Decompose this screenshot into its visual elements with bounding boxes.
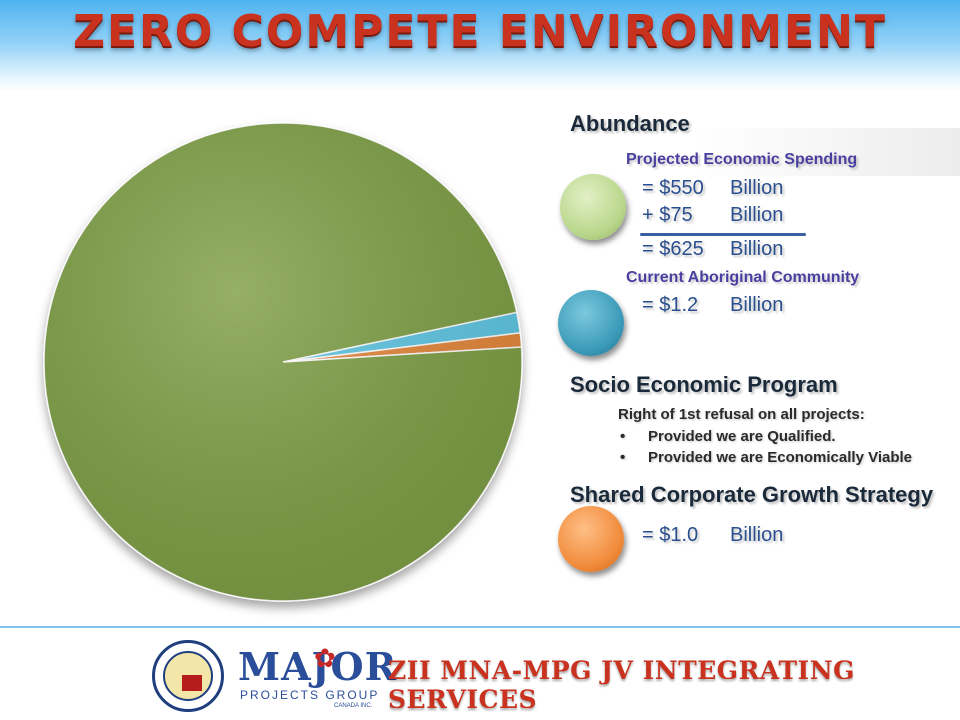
pie-chart — [0, 92, 560, 632]
community-row-unit: Billion — [730, 294, 784, 316]
metis-nation-seal-logo — [152, 640, 224, 712]
aboriginal-community-label: Current Aboriginal Community — [626, 269, 860, 286]
abundance-heading: Abundance — [570, 111, 690, 136]
growth-row-unit: Billion — [730, 524, 784, 546]
projected-spending-label: Projected Economic Spending — [626, 151, 858, 168]
socio-bullet-1: Provided we are Qualified. — [648, 428, 836, 445]
footer-title: ZII MNA-MPG JV INTEGRATING SERVICES — [388, 656, 855, 714]
footer-divider — [0, 626, 960, 628]
pie-svg — [43, 122, 523, 602]
spending-total-op: = $625 — [642, 238, 704, 260]
major-logo-subtitle: PROJECTS GROUP — [240, 688, 380, 702]
highlight-glow — [690, 128, 960, 176]
spending-row-2-unit: Billion — [730, 204, 784, 226]
bullet-dot: • — [620, 428, 626, 445]
socio-intro: Right of 1st refusal on all projects: — [618, 406, 865, 423]
spending-total-unit: Billion — [730, 238, 784, 260]
community-legend-dot — [558, 290, 624, 356]
socio-heading: Socio Economic Program — [570, 372, 838, 397]
header-band — [0, 0, 960, 92]
major-logo-text: MAJOR — [238, 644, 398, 689]
growth-heading: Shared Corporate Growth Strategy — [570, 482, 934, 507]
page-title: ZERO COMPETE ENVIRONMENT — [73, 6, 887, 57]
spending-row-1-unit: Billion — [730, 177, 784, 199]
bullet-dot: • — [620, 449, 626, 466]
major-logo-subtitle-small: CANADA INC. — [334, 703, 373, 709]
sum-divider-line — [640, 233, 806, 236]
maple-leaf-icon: ✿ — [314, 644, 336, 674]
community-row-op: = $1.2 — [642, 294, 699, 316]
pie-slice-projected-economic-spending — [43, 122, 523, 602]
socio-bullet-2: Provided we are Economically Viable — [648, 449, 913, 466]
seal-flag-icon — [182, 675, 202, 691]
spending-legend-dot — [560, 174, 626, 240]
growth-row-op: = $1.0 — [642, 524, 699, 546]
growth-legend-dot — [558, 506, 624, 572]
seal-inner-ring — [163, 651, 213, 701]
spending-row-2-op: + $75 — [642, 204, 693, 226]
spending-row-1-op: = $550 — [642, 177, 704, 199]
